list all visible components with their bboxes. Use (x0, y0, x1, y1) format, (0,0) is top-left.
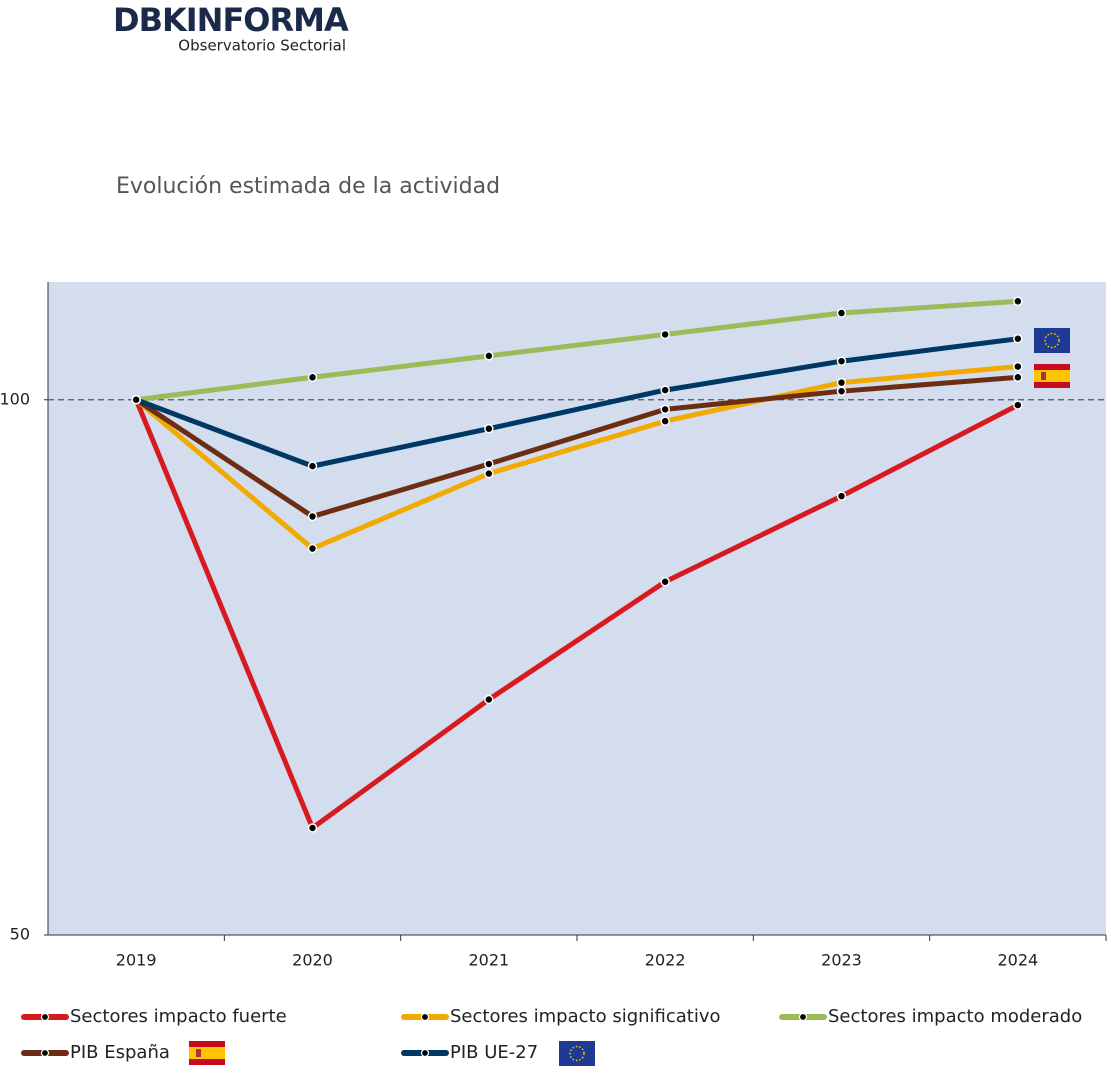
series-line (134, 374, 1019, 519)
plot: 50 100 2019 2020 2021 2022 2023 2024 (0, 282, 1107, 970)
series-line (135, 298, 1018, 403)
legend-label: Sectores impacto moderado (828, 1006, 1082, 1027)
x-tick-label: 2024 (997, 951, 1038, 970)
data-point (484, 468, 494, 479)
legend-dot (420, 1048, 430, 1058)
data-point (307, 823, 318, 833)
series-line (133, 398, 1019, 831)
flag-es (1034, 364, 1070, 388)
data-point (484, 459, 494, 469)
data-point (836, 308, 847, 318)
data-point (836, 377, 847, 388)
data-point (660, 329, 670, 340)
legend-dot (40, 1012, 50, 1022)
data-point (660, 404, 670, 415)
y-tick-label: 50 (10, 925, 30, 944)
legend-label: PIB España (70, 1042, 170, 1063)
x-tick-label: 2022 (645, 951, 686, 970)
data-point (836, 356, 847, 366)
legend-dot (798, 1012, 808, 1022)
data-point (1013, 400, 1023, 410)
data-point (1013, 372, 1023, 383)
data-point (1013, 296, 1023, 307)
legend-label: Sectores impacto fuerte (70, 1006, 287, 1027)
y-tick-label: 100 (0, 389, 30, 408)
data-point (307, 511, 318, 522)
series-line (134, 364, 1019, 552)
legend-label: PIB UE-27 (450, 1042, 538, 1063)
data-point (660, 576, 670, 587)
plot-background (48, 282, 1106, 935)
data-point (307, 543, 318, 554)
data-point (836, 386, 847, 396)
legend-label: Sectores impacto significativo (450, 1006, 721, 1027)
legend-flag-es (189, 1041, 225, 1065)
data-point (307, 461, 318, 471)
legend-dot (40, 1048, 50, 1058)
data-point (1013, 361, 1023, 372)
data-point (836, 491, 847, 501)
data-point (1013, 333, 1023, 344)
flag-eu (1034, 328, 1070, 353)
series-line (135, 336, 1019, 469)
logo: DBKINFORMA (113, 1, 349, 39)
legend-flag-eu (559, 1041, 595, 1066)
x-tick-label: 2019 (116, 951, 157, 970)
data-point (484, 423, 494, 434)
data-point (660, 416, 670, 426)
data-point (660, 385, 670, 395)
data-point (307, 372, 318, 383)
x-tick-label: 2020 (292, 951, 333, 970)
legend-dot (420, 1012, 430, 1022)
x-tick-label: 2021 (468, 951, 509, 970)
x-tick-label: 2023 (821, 951, 862, 970)
logo-tagline: Observatorio Sectorial (178, 37, 346, 55)
data-point (131, 395, 141, 405)
data-point (484, 351, 494, 361)
data-point (484, 694, 494, 705)
chart-title: Evolución estimada de la actividad (116, 174, 500, 199)
